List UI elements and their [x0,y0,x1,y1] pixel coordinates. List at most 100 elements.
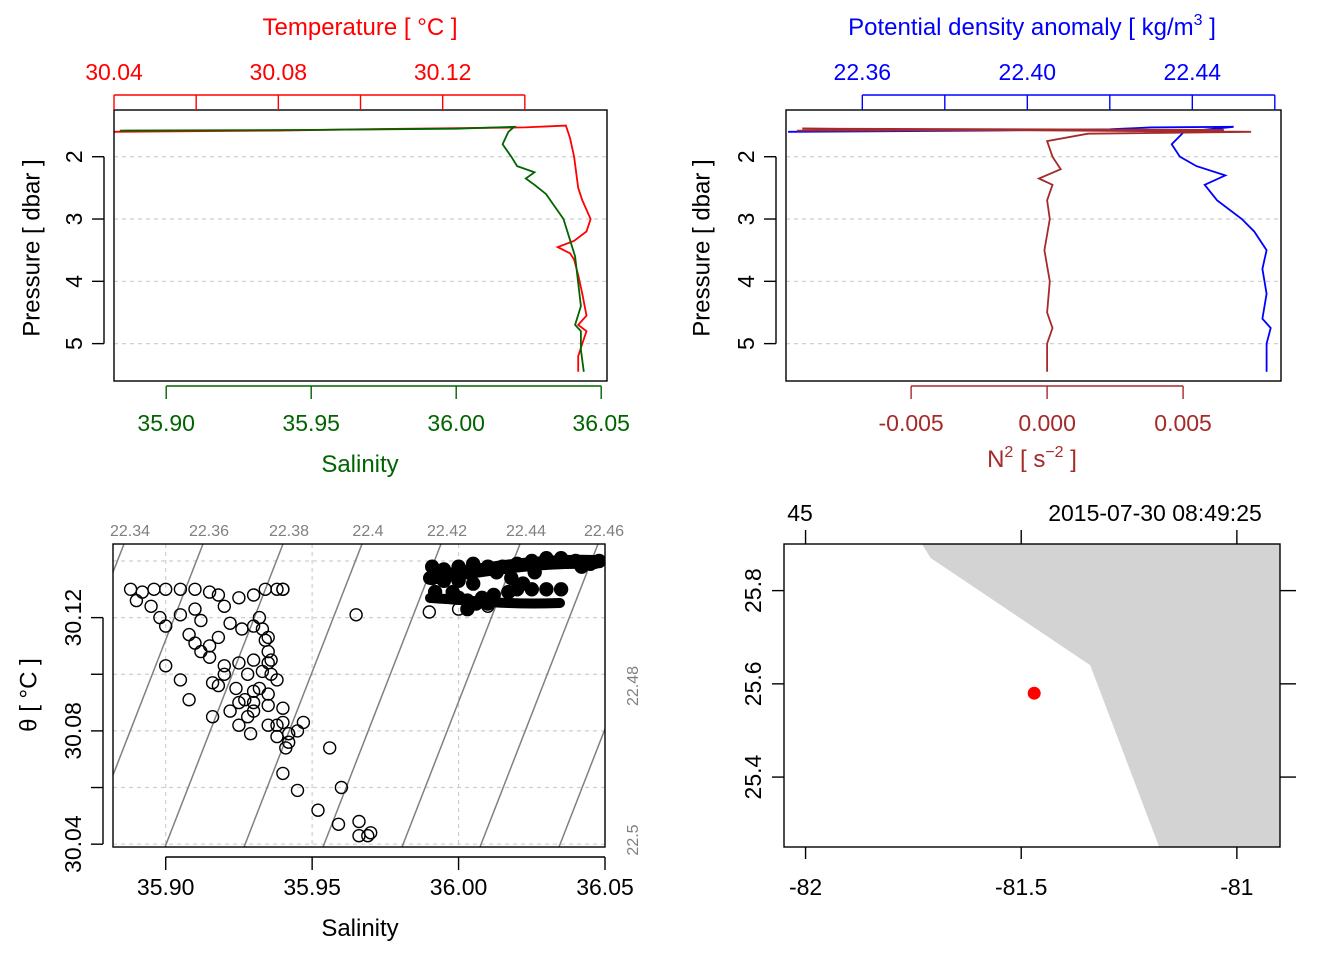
salinity-tick-label: 36.05 [572,410,630,436]
isopycnal-label: 22.38 [269,523,309,540]
ts-point [158,659,173,673]
ts-point [270,582,284,596]
x-tick-label: 35.90 [137,874,195,900]
ts-point [246,695,261,710]
pressure-tick-label: 5 [61,337,87,350]
lat-tick-label: 25.8 [740,568,766,613]
ts-dense-band [423,554,602,585]
ts-point [240,710,255,724]
ts-point [261,687,275,701]
n2-title-mid: [ s [1013,446,1045,473]
ts-point [217,659,232,673]
ts-point [252,610,267,625]
ts-point [270,718,284,732]
isopycnal-label: 22.5 [625,824,642,855]
ts-point [349,608,363,622]
lon-tick-label: -82 [789,874,822,900]
isopycnal-line [243,544,363,847]
ts-point [182,627,196,642]
temperature-tick-label: 30.12 [414,59,472,85]
lat-tick-label: 25.4 [740,754,766,799]
x-tick-label: 36.00 [430,874,488,900]
isopycnal-line [322,544,442,847]
ts-point [232,718,246,732]
isopycnal-label: 22.46 [584,523,624,540]
ts-point [258,633,272,647]
isopycnal-line [164,544,284,847]
salinity-line [119,125,585,372]
isopycnal-label: 22.48 [625,666,642,706]
n2-axis-title: N2 [ s−2 ] [987,444,1077,473]
isopycnal-labels: 22.34 22.36 22.38 22.4 22.42 22.44 22.46 22.48 2… [110,523,642,856]
density-tick-label: 22.36 [834,59,892,85]
ts-point [331,817,346,831]
pressure-tick-label: 5 [733,337,759,350]
ts-point [290,724,305,738]
ts-point [264,653,278,667]
land-polygon [922,544,1280,847]
ts-point [352,814,366,829]
ts-point [173,673,188,687]
ts-point [270,729,284,744]
panel-station-map: -82 -81.5 -81 25.4 25.6 25.8 45 2015-07-30 08:4… [740,500,1296,900]
ts-point [194,613,208,628]
ts-point [276,701,290,715]
ts-point [255,664,270,679]
density-title-sup: 3 [1194,12,1203,29]
density-axis-title: Potential density anomaly [ kg/m3 ] [848,12,1216,41]
ts-point [246,588,261,602]
density-title-end: ] [1203,14,1216,41]
ts-point-dense [553,582,569,597]
n2-title-text: N [987,446,1004,473]
ts-point [144,599,158,613]
ts-point [296,715,311,730]
ts-point [129,593,144,608]
plot-frame [112,543,606,848]
salinity-axis-title: Salinity [321,451,398,478]
ts-point [270,673,284,687]
ts-point [223,616,237,630]
ts-point [364,826,378,840]
ts-point [422,605,436,619]
ts-points [123,551,605,843]
lon-tick-label: -81.5 [995,874,1047,900]
ts-point [202,650,217,664]
pressure-tick-label: 2 [61,150,87,163]
ts-point [202,585,217,599]
ts-point [246,653,261,667]
x-axis-title: Salinity [321,915,398,942]
pressure-tick-label: 3 [733,213,759,226]
y-tick-label: 30.08 [60,702,86,760]
pressure-axis-title: Pressure [ dbar ] [18,159,45,336]
isopycnal-label: 22.36 [189,523,229,540]
ts-point [290,783,305,798]
ts-point [334,780,349,795]
ts-point [261,698,275,713]
y-axis-title: θ [ °C ] [15,658,42,732]
ts-point [282,727,296,741]
ts-point [323,741,337,755]
density-title-text: Potential density anomaly [ kg/m [848,14,1194,41]
ts-point [261,644,275,659]
pressure-tick-label: 2 [733,150,759,163]
ts-point [173,608,188,622]
salinity-tick-label: 36.00 [427,410,485,436]
n2-tick-label: -0.005 [879,410,944,436]
y-tick-label: 30.12 [60,589,86,647]
ts-point [147,582,161,596]
ts-point [182,693,196,707]
x-tick-label: 36.05 [576,874,634,900]
plot-frame [113,109,608,382]
ts-point [232,656,246,670]
x-tick-label: 35.95 [283,874,341,900]
ts-point [243,727,258,741]
ts-point [158,619,173,633]
isopycnal-label: 22.42 [427,523,467,540]
n2-title-sup: 2 [1004,444,1013,461]
salinity-tick-label: 35.90 [137,410,195,436]
temperature-axis-title: Temperature [ °C ] [263,14,458,41]
ts-point [211,630,226,645]
ts-point [261,718,275,732]
salinity-tick-label: 35.95 [282,410,340,436]
